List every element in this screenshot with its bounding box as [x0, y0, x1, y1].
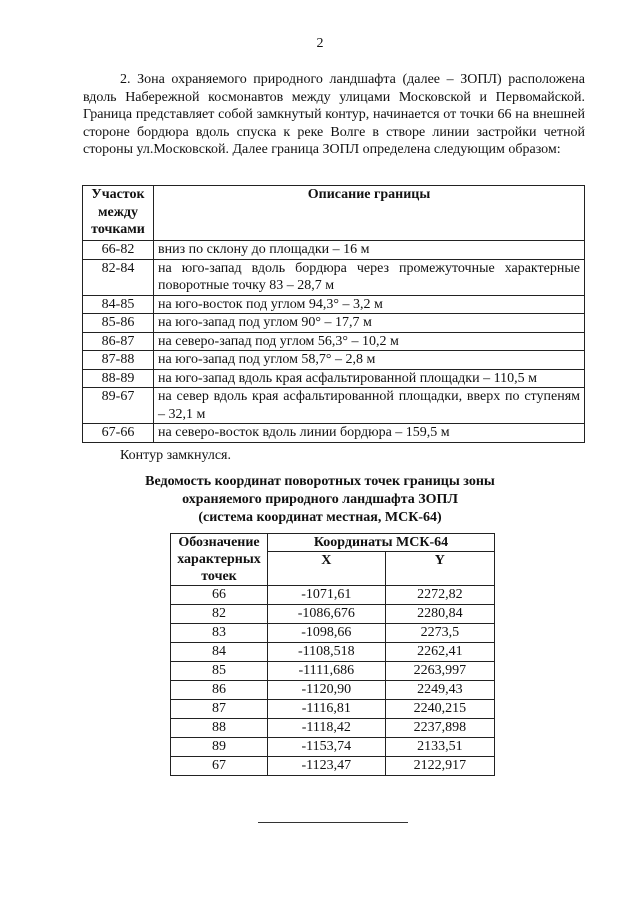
- point-cell: 86: [170, 680, 268, 700]
- table-row: 82-84 на юго-запад вдоль бордюра через пр…: [82, 258, 585, 296]
- coords-title-line: (система координат местная, МСК-64): [198, 510, 442, 525]
- segment-cell: 86-87: [82, 331, 154, 351]
- coords-title: Ведомость координат поворотных точек гра…: [0, 473, 640, 527]
- table-row: 84-85 на юго-восток под углом 94,3° – 3,2…: [82, 294, 585, 314]
- x-cell: -1108,518: [267, 642, 386, 662]
- point-cell: 84: [170, 642, 268, 662]
- table-row: 85-86 на юго-запад под углом 90° – 17,7 м: [82, 313, 585, 333]
- table-row: 86-87 на северо-запад под углом 56,3° – 1…: [82, 331, 585, 351]
- point-cell: 85: [170, 661, 268, 681]
- table-row: 66-82 вниз по склону до площадки – 16 м: [82, 240, 585, 260]
- segment-cell: 66-82: [82, 240, 154, 260]
- table-row: 85 -1111,686 2263,997: [170, 661, 496, 681]
- y-cell: 2272,82: [384, 585, 496, 605]
- x-cell: -1153,74: [267, 737, 386, 757]
- table-row: 89 -1153,74 2133,51: [170, 737, 496, 757]
- x-cell: -1120,90: [267, 680, 386, 700]
- description-cell: на северо-запад под углом 56,3° – 10,2 м: [153, 331, 585, 351]
- y-cell: 2133,51: [384, 737, 496, 757]
- y-cell: 2122,917: [384, 756, 496, 776]
- description-cell: на юго-запад вдоль края асфальтированной…: [153, 368, 585, 388]
- x-cell: -1116,81: [267, 699, 386, 719]
- description-cell: на юго-восток под углом 94,3° – 3,2 м: [153, 294, 585, 314]
- x-cell: -1086,676: [267, 604, 386, 624]
- point-cell: 82: [170, 604, 268, 624]
- header-y: Y: [384, 551, 496, 586]
- description-cell: на северо-восток вдоль линии бордюра – 1…: [153, 423, 585, 443]
- body-paragraph: 2. Зона охраняемого природного ландшафта…: [83, 72, 585, 158]
- segment-cell: 84-85: [82, 294, 154, 314]
- y-cell: 2280,84: [384, 604, 496, 624]
- table-row: 82 -1086,676 2280,84: [170, 604, 496, 624]
- table-row: 88-89 на юго-запад вдоль края асфальтиров…: [82, 368, 585, 388]
- point-cell: 67: [170, 756, 268, 776]
- segment-cell: 67-66: [82, 423, 154, 443]
- coords-title-line: охраняемого природного ландшафта ЗОПЛ: [182, 492, 458, 507]
- boundary-table: Участок между точками Описание границы 6…: [82, 185, 585, 443]
- x-cell: -1071,61: [267, 585, 386, 605]
- header-coords: Координаты МСК-64: [267, 533, 495, 552]
- description-cell: на юго-запад под углом 90° – 17,7 м: [153, 313, 585, 333]
- point-cell: 83: [170, 623, 268, 643]
- page-number: 2: [316, 36, 324, 51]
- point-cell: 88: [170, 718, 268, 738]
- description-cell: вниз по склону до площадки – 16 м: [153, 240, 585, 260]
- table-row: 83 -1098,66 2273,5: [170, 623, 496, 643]
- x-cell: -1118,42: [267, 718, 386, 738]
- y-cell: 2249,43: [384, 680, 496, 700]
- point-cell: 87: [170, 699, 268, 719]
- y-cell: 2263,997: [384, 661, 496, 681]
- description-cell: на юго-запад вдоль бордюра через промежу…: [153, 258, 585, 296]
- contour-closed-text: Контур замкнулся.: [120, 448, 231, 463]
- header-point: Обозначение характерных точек: [170, 533, 268, 586]
- y-cell: 2240,215: [384, 699, 496, 719]
- header-description: Описание границы: [153, 185, 585, 241]
- y-cell: 2273,5: [384, 623, 496, 643]
- coordinates-table: Обозначение характерных точек Координаты…: [170, 533, 496, 776]
- table-row: 87-88 на юго-запад под углом 58,7° – 2,8 …: [82, 350, 585, 370]
- table-row: 86 -1120,90 2249,43: [170, 680, 496, 700]
- table-row: 88 -1118,42 2237,898: [170, 718, 496, 738]
- segment-cell: 88-89: [82, 368, 154, 388]
- table-row: 67 -1123,47 2122,917: [170, 756, 496, 776]
- header-segment: Участок между точками: [82, 185, 154, 241]
- y-cell: 2262,41: [384, 642, 496, 662]
- coords-title-line: Ведомость координат поворотных точек гра…: [145, 474, 495, 489]
- table-row: 87 -1116,81 2240,215: [170, 699, 496, 719]
- x-cell: -1111,686: [267, 661, 386, 681]
- footer-divider: [258, 822, 408, 823]
- point-cell: 66: [170, 585, 268, 605]
- segment-cell: 82-84: [82, 258, 154, 296]
- description-cell: на юго-запад под углом 58,7° – 2,8 м: [153, 350, 585, 370]
- segment-cell: 87-88: [82, 350, 154, 370]
- description-cell: на север вдоль края асфальтированной пло…: [153, 387, 585, 424]
- table-row: 84 -1108,518 2262,41: [170, 642, 496, 662]
- point-cell: 89: [170, 737, 268, 757]
- table-row: 66 -1071,61 2272,82: [170, 585, 496, 605]
- table-row: 67-66 на северо-восток вдоль линии бордюр…: [82, 423, 585, 443]
- x-cell: -1123,47: [267, 756, 386, 776]
- table-row: 89-67 на север вдоль края асфальтированно…: [82, 387, 585, 424]
- segment-cell: 89-67: [82, 387, 154, 424]
- y-cell: 2237,898: [384, 718, 496, 738]
- segment-cell: 85-86: [82, 313, 154, 333]
- header-x: X: [267, 551, 386, 586]
- x-cell: -1098,66: [267, 623, 386, 643]
